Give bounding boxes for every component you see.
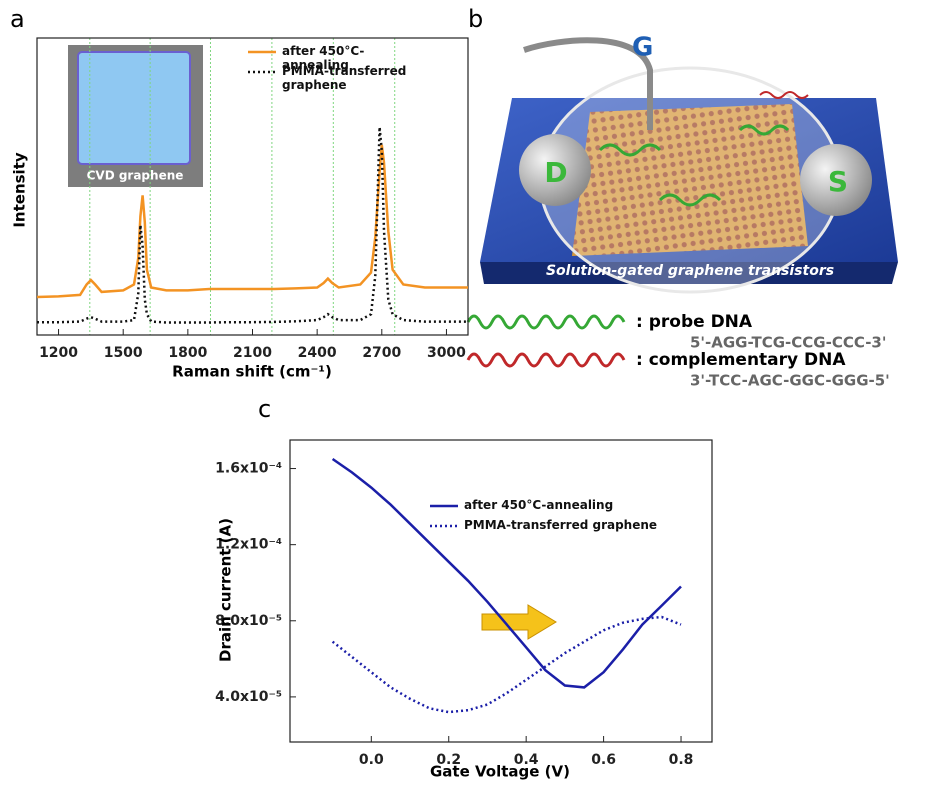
data-line (36, 144, 468, 299)
plot-frame (289, 439, 713, 743)
x-tick-label: 2400 (298, 345, 337, 361)
inset-sample (77, 51, 191, 165)
x-tick-label: 0.2 (436, 752, 461, 768)
shift-arrow (481, 604, 557, 640)
dna-wave (466, 352, 626, 368)
legend-label: : complementary DNA (636, 350, 846, 370)
x-tick-label: 0.0 (359, 752, 384, 768)
source-electrode (800, 144, 872, 216)
data-line (37, 126, 468, 324)
device-diagram: G D S Solution-gated graphene transistor… (480, 33, 898, 294)
legend-text: after 450°C-annealing (282, 44, 365, 72)
legend-label: : probe DNA (636, 312, 753, 332)
source-label: S (828, 165, 848, 198)
x-tick-label: 1200 (39, 345, 78, 361)
dna-strands (759, 91, 809, 99)
y-tick-label: 1.6x10⁻⁴ (215, 461, 282, 477)
x-tick-label: 0.4 (514, 752, 539, 768)
slab-edge (480, 262, 898, 284)
panel-label: a (10, 5, 25, 33)
x-tick-label: 2100 (233, 345, 272, 361)
x-tick-label: 0.6 (591, 752, 616, 768)
graphene-mesh (572, 104, 808, 256)
legend-text: after 450°C-annealing (464, 498, 614, 512)
panel-label: c (258, 395, 271, 423)
x-tick-label: 2700 (362, 345, 401, 361)
x-axis-label: Raman shift (cm⁻¹) (172, 363, 332, 381)
panel-label: b (468, 5, 483, 33)
legend-entry: after 450°C-annealing (282, 44, 365, 72)
y-axis-label: Intensity (11, 152, 29, 228)
y-axis-label: Drain current (A) (217, 518, 235, 662)
data-line (331, 457, 682, 689)
sequence: 5'-AGG-TCG-CCG-CCC-3' (690, 334, 886, 352)
drain-label: D (544, 156, 567, 189)
gate-label: G (632, 33, 653, 63)
drain-electrode (519, 134, 591, 206)
legend-text: PMMA-transferred graphene (282, 64, 407, 92)
legend-entry: after 450°C-annealing (464, 498, 614, 512)
sequence: 3'-TCC-AGC-GGC-GGG-5' (690, 372, 890, 390)
inset-label: CVD graphene (87, 169, 184, 183)
dna-legend: : probe DNA 5'-AGG-TCG-CCG-CCC-3' : comp… (466, 312, 890, 390)
dna-wave (466, 314, 626, 330)
legend-entry: PMMA-transferred graphene (282, 64, 407, 92)
y-tick-label: 8.0x10⁻⁵ (215, 613, 282, 629)
x-axis-label: Gate Voltage (V) (430, 763, 570, 781)
legend-text: PMMA-transferred graphene (464, 518, 658, 532)
y-tick-label: 1.2x10⁻⁴ (215, 537, 282, 553)
x-tick-label: 3000 (427, 345, 466, 361)
diagram-caption: Solution-gated graphene transistors (546, 263, 834, 279)
x-tick-label: 0.8 (669, 752, 694, 768)
dna-strands (598, 124, 790, 207)
data-line (331, 615, 682, 714)
x-tick-label: 1500 (104, 345, 143, 361)
y-tick-label: 4.0x10⁻⁵ (215, 689, 282, 705)
x-tick-label: 1800 (168, 345, 207, 361)
gate-wire (523, 37, 653, 130)
legend-entry: PMMA-transferred graphene (464, 518, 658, 532)
